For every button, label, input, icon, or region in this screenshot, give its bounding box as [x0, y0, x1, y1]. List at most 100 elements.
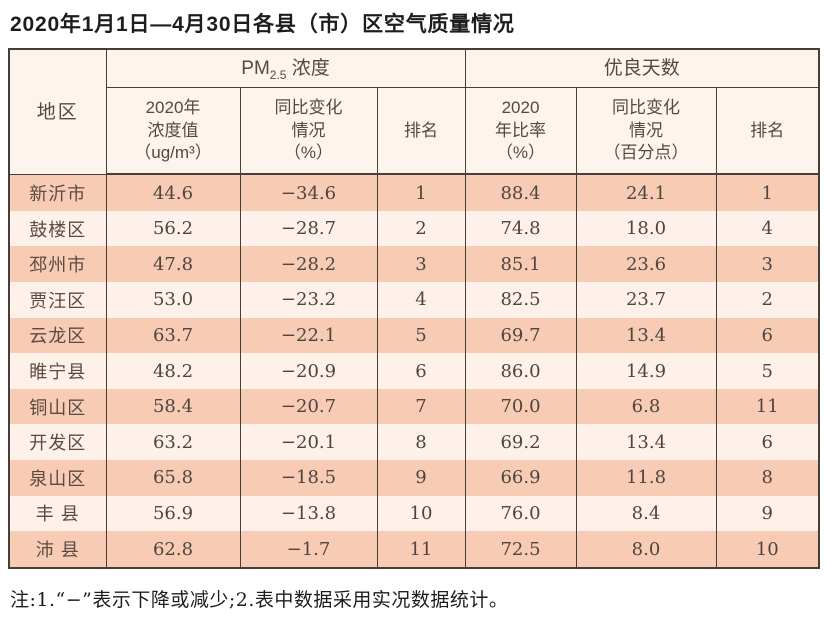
ratio-cell: 88.4 — [464, 174, 577, 211]
column-header-pm-value: 2020年 浓度值 （ug/m³） — [105, 87, 241, 176]
pm-change-cell: −23.2 — [239, 282, 378, 318]
pm-change-cell: −18.5 — [239, 460, 378, 496]
pm-change-cell: −20.9 — [239, 353, 378, 389]
region-cell: 沛 县 — [8, 531, 107, 568]
ratio-rank-cell: 3 — [715, 246, 820, 283]
ratio-cell: 69.2 — [464, 424, 577, 461]
pm-rank-cell: 1 — [376, 174, 466, 211]
pm-rank-cell: 9 — [376, 460, 466, 496]
pm-rank-cell: 8 — [376, 424, 466, 461]
pm-rank-cell: 2 — [376, 210, 466, 247]
ratio-change-cell: 24.1 — [575, 174, 717, 211]
column-header-pm-change: 同比变化 情况 （%） — [239, 87, 378, 176]
ratio-cell: 74.8 — [464, 210, 577, 247]
pm-value-cell: 63.7 — [105, 317, 241, 354]
group-header-good-days: 优良天数 — [464, 48, 820, 89]
pm-value-cell: 47.8 — [105, 246, 241, 283]
ratio-cell: 76.0 — [464, 495, 577, 532]
pm-value-cell: 63.2 — [105, 424, 241, 461]
column-header-region: 地区 — [8, 48, 107, 175]
region-cell: 鼓楼区 — [8, 210, 107, 247]
pm-change-cell: −28.7 — [239, 210, 378, 247]
pm-rank-cell: 6 — [376, 353, 466, 389]
pm-value-cell: 56.9 — [105, 495, 241, 532]
region-cell: 邳州市 — [8, 246, 107, 283]
air-quality-table: 地区 PM2.5 浓度 优良天数 2020年 浓度值 （ug/m³） 同比变化 … — [8, 48, 820, 569]
ratio-rank-cell: 6 — [715, 317, 820, 354]
table-row: 鼓楼区 56.2 −28.7 2 74.8 18.0 4 — [8, 210, 820, 247]
ratio-rank-cell: 8 — [715, 460, 820, 496]
ratio-cell: 66.9 — [464, 460, 577, 496]
region-cell: 铜山区 — [8, 388, 107, 425]
pm-value-cell: 58.4 — [105, 388, 241, 425]
ratio-cell: 85.1 — [464, 246, 577, 283]
column-header-ratio-rank: 排名 — [715, 87, 820, 176]
table-header: 地区 PM2.5 浓度 优良天数 2020年 浓度值 （ug/m³） 同比变化 … — [8, 48, 820, 176]
ratio-rank-cell: 2 — [715, 282, 820, 318]
region-cell: 泉山区 — [8, 460, 107, 496]
pm-rank-cell: 5 — [376, 317, 466, 354]
region-cell: 开发区 — [8, 424, 107, 461]
pm-rank-cell: 3 — [376, 246, 466, 283]
pm-change-cell: −22.1 — [239, 317, 378, 354]
table-row: 睢宁县 48.2 −20.9 6 86.0 14.9 5 — [8, 353, 820, 389]
ratio-rank-cell: 11 — [715, 388, 820, 425]
pm-rank-cell: 10 — [376, 495, 466, 532]
sub-header-row: 2020年 浓度值 （ug/m³） 同比变化 情况 （%） 排名 2020 年比… — [9, 87, 820, 176]
region-cell: 新沂市 — [8, 174, 107, 211]
pm-value-cell: 53.0 — [105, 282, 241, 318]
ratio-rank-cell: 4 — [715, 210, 820, 247]
pm-rank-cell: 11 — [376, 531, 466, 568]
ratio-cell: 82.5 — [464, 282, 577, 318]
ratio-change-cell: 8.0 — [575, 531, 717, 568]
ratio-change-cell: 13.4 — [575, 424, 717, 461]
table-row: 铜山区 58.4 −20.7 7 70.0 6.8 11 — [8, 388, 820, 425]
table-row: 贾汪区 53.0 −23.2 4 82.5 23.7 2 — [8, 282, 820, 318]
region-cell: 贾汪区 — [8, 282, 107, 318]
pm-rank-cell: 7 — [376, 388, 466, 425]
table-row: 云龙区 63.7 −22.1 5 69.7 13.4 6 — [8, 317, 820, 354]
ratio-rank-cell: 9 — [715, 495, 820, 532]
table-body: 新沂市 44.6 −34.6 1 88.4 24.1 1 鼓楼区 56.2 −28.7 2 74.8 1… — [8, 174, 820, 568]
column-header-ratio: 2020 年比率 （%） — [464, 87, 577, 176]
pm-value-cell: 65.8 — [105, 460, 241, 496]
group-header-pm25: PM2.5 浓度 — [105, 48, 466, 89]
ratio-cell: 70.0 — [464, 388, 577, 425]
pm-value-cell: 48.2 — [105, 353, 241, 389]
pm-value-cell: 62.8 — [105, 531, 241, 568]
group-header-row: 地区 PM2.5 浓度 优良天数 — [8, 48, 820, 175]
table-row: 丰 县 56.9 −13.8 10 76.0 8.4 9 — [8, 495, 820, 532]
ratio-cell: 69.7 — [464, 317, 577, 354]
table-footnote: 注:1.“−”表示下降或减少;2.表中数据采用实况数据统计。 — [10, 588, 509, 611]
pm-change-cell: −34.6 — [239, 174, 378, 211]
pm25-subscript: 2.5 — [269, 68, 287, 83]
pm-rank-cell: 4 — [376, 282, 466, 318]
table-row: 新沂市 44.6 −34.6 1 88.4 24.1 1 — [8, 174, 820, 211]
table-row: 沛 县 62.8 −1.7 11 72.5 8.0 10 — [8, 531, 820, 568]
region-cell: 丰 县 — [8, 495, 107, 532]
region-cell: 睢宁县 — [8, 353, 107, 389]
ratio-rank-cell: 10 — [715, 531, 820, 568]
region-cell: 云龙区 — [8, 317, 107, 354]
table-row: 开发区 63.2 −20.1 8 69.2 13.4 6 — [8, 424, 820, 461]
pm-change-cell: −1.7 — [239, 531, 378, 568]
ratio-rank-cell: 1 — [715, 174, 820, 211]
ratio-change-cell: 11.8 — [575, 460, 717, 496]
ratio-rank-cell: 5 — [715, 353, 820, 389]
pm-change-cell: −13.8 — [239, 495, 378, 532]
table-row: 邳州市 47.8 −28.2 3 85.1 23.6 3 — [8, 246, 820, 283]
ratio-change-cell: 23.7 — [575, 282, 717, 318]
ratio-change-cell: 14.9 — [575, 353, 717, 389]
pm-value-cell: 44.6 — [105, 174, 241, 211]
ratio-change-cell: 23.6 — [575, 246, 717, 283]
table-row: 泉山区 65.8 −18.5 9 66.9 11.8 8 — [8, 460, 820, 496]
ratio-change-cell: 6.8 — [575, 388, 717, 425]
ratio-cell: 72.5 — [464, 531, 577, 568]
ratio-rank-cell: 6 — [715, 424, 820, 461]
pm-change-cell: −28.2 — [239, 246, 378, 283]
pm-change-cell: −20.1 — [239, 424, 378, 461]
ratio-change-cell: 18.0 — [575, 210, 717, 247]
ratio-change-cell: 13.4 — [575, 317, 717, 354]
column-header-pm-rank: 排名 — [376, 87, 466, 176]
